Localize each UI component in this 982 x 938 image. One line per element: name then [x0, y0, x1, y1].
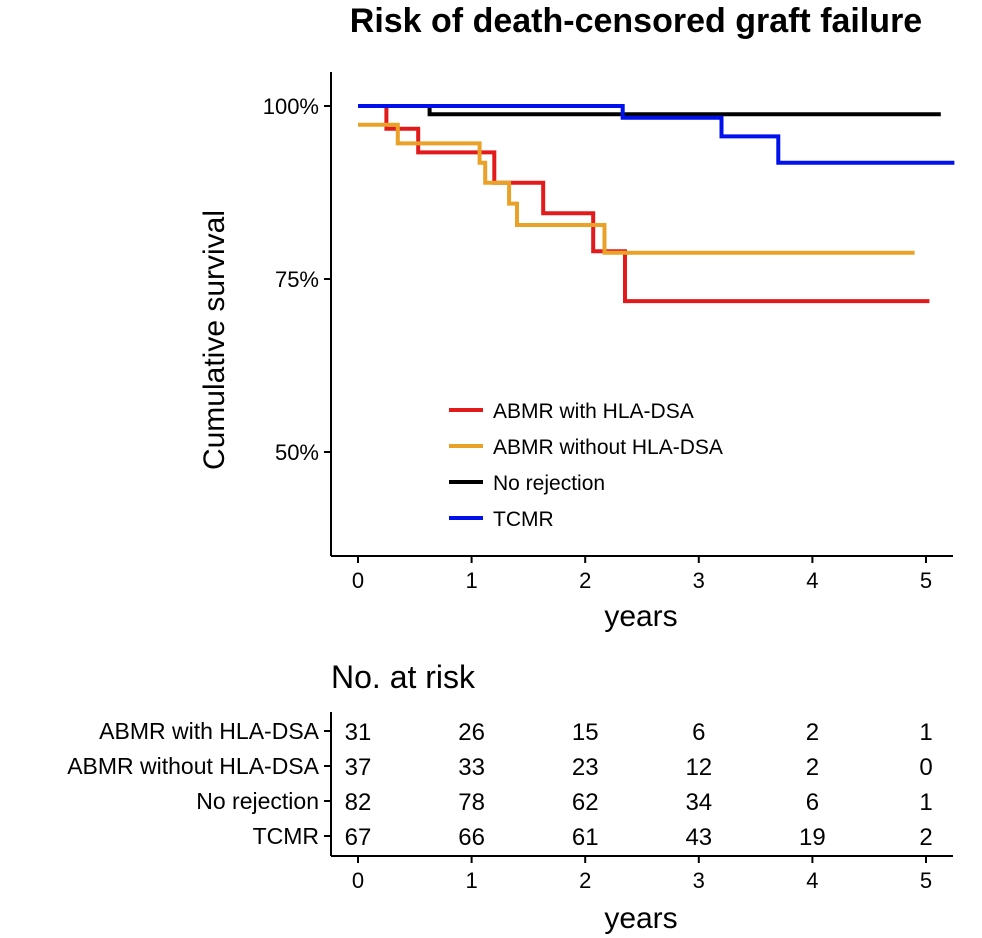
- x-axis-label: years: [604, 600, 677, 633]
- risk-x-tick-label: 3: [693, 868, 705, 893]
- risk-count: 33: [458, 754, 485, 781]
- risk-count: 37: [345, 754, 372, 781]
- risk-table: No. at risk ABMR with HLA-DSA 31 26 15 6 2 1AB…: [67, 659, 953, 935]
- risk-row-label: ABMR with HLA-DSA: [99, 718, 319, 744]
- risk-count: 82: [345, 789, 372, 816]
- x-tick-label: 2: [579, 568, 591, 593]
- risk-table-x-ticks: 0 1 2 3 4 5: [352, 856, 932, 893]
- risk-row-label: ABMR without HLA-DSA: [67, 753, 319, 779]
- risk-count: 31: [345, 719, 372, 746]
- series-line-tcmr: [358, 104, 955, 165]
- risk-count: 43: [685, 824, 712, 851]
- x-ticks: 0 1 2 3 4 5: [352, 556, 932, 593]
- risk-table-title: No. at risk: [331, 659, 476, 695]
- x-tick-label: 1: [465, 568, 477, 593]
- risk-count: 15: [572, 719, 599, 746]
- risk-x-tick-label: 1: [465, 868, 477, 893]
- risk-count: 61: [572, 824, 599, 851]
- x-tick-label: 0: [352, 568, 364, 593]
- risk-count: 1: [919, 789, 932, 816]
- risk-count: 6: [806, 789, 819, 816]
- legend-label-abmr-with-hla-dsa: ABMR with HLA-DSA: [493, 400, 694, 423]
- survival-curves: [358, 104, 955, 304]
- risk-count: 26: [458, 719, 485, 746]
- risk-count: 0: [919, 754, 932, 781]
- legend-label-tcmr: TCMR: [493, 508, 554, 531]
- legend-label-no-rejection: No rejection: [493, 472, 605, 495]
- risk-x-tick-label: 4: [806, 868, 818, 893]
- risk-x-tick-label: 0: [352, 868, 364, 893]
- x-tick-label: 4: [806, 568, 818, 593]
- chart-title: Risk of death-censored graft failure: [350, 2, 922, 40]
- y-tick-label: 50%: [275, 440, 319, 465]
- risk-count: 12: [685, 754, 712, 781]
- y-axis-label: Cumulative survival: [198, 210, 231, 470]
- risk-x-tick-label: 2: [579, 868, 591, 893]
- risk-row-label: No rejection: [196, 788, 319, 814]
- risk-count: 67: [345, 824, 372, 851]
- risk-count: 34: [685, 789, 712, 816]
- risk-count: 19: [799, 824, 826, 851]
- y-ticks: 100% 75% 50%: [263, 94, 331, 465]
- risk-count: 2: [806, 754, 819, 781]
- risk-count: 62: [572, 789, 599, 816]
- series-line-abmr-without-hla-dsa: [358, 122, 915, 255]
- x-tick-label: 5: [920, 568, 932, 593]
- legend: ABMR with HLA-DSA ABMR without HLA-DSA No …: [449, 400, 723, 531]
- y-tick-label: 100%: [263, 94, 319, 119]
- y-tick-label: 75%: [275, 267, 319, 292]
- risk-row-label: TCMR: [253, 823, 319, 849]
- risk-count: 66: [458, 824, 485, 851]
- risk-count: 2: [806, 719, 819, 746]
- legend-label-abmr-without-hla-dsa: ABMR without HLA-DSA: [493, 436, 723, 459]
- risk-count: 23: [572, 754, 599, 781]
- x-tick-label: 3: [693, 568, 705, 593]
- risk-count: 6: [692, 719, 705, 746]
- risk-count: 2: [919, 824, 932, 851]
- risk-x-tick-label: 5: [920, 868, 932, 893]
- risk-count: 1: [919, 719, 932, 746]
- risk-table-x-label: years: [604, 902, 677, 935]
- risk-count: 78: [458, 789, 485, 816]
- series-line-abmr-with-hla-dsa: [358, 104, 930, 304]
